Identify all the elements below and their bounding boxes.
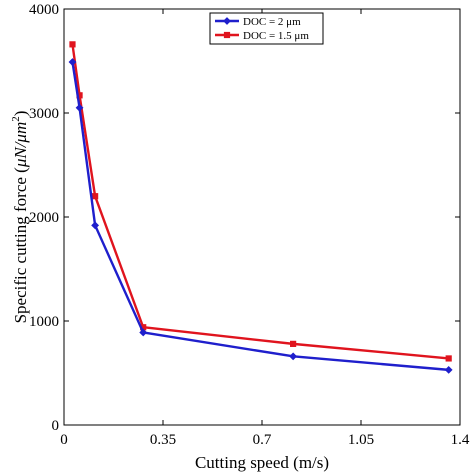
y-axis-label: Specific cutting force (μN/μm2) bbox=[10, 111, 30, 324]
x-tick-label: 0.7 bbox=[253, 432, 272, 448]
y-axis-label-main: Specific cutting force ( bbox=[11, 167, 30, 324]
series-1 bbox=[68, 58, 453, 374]
legend-entry: DOC = 2 μm bbox=[215, 16, 301, 28]
x-axis-label: Cutting speed (m/s) bbox=[195, 453, 329, 472]
y-tick-label: 3000 bbox=[29, 106, 59, 122]
y-axis-label-close: ) bbox=[11, 111, 30, 117]
data-point bbox=[289, 352, 298, 361]
x-tick-label: 0.35 bbox=[150, 432, 176, 448]
legend-label: DOC = 2 μm bbox=[243, 16, 301, 28]
legend-marker bbox=[223, 31, 231, 39]
data-point bbox=[69, 41, 76, 48]
data-point bbox=[139, 328, 148, 337]
x-tick-label: 1.4 bbox=[451, 432, 470, 448]
series-line bbox=[71, 61, 449, 372]
series-2 bbox=[69, 41, 452, 362]
data-point bbox=[290, 340, 297, 347]
x-tick-label: 0 bbox=[60, 432, 68, 448]
y-tick-label: 0 bbox=[52, 418, 60, 434]
legend-marker bbox=[223, 17, 231, 25]
y-tick-label: 1000 bbox=[29, 314, 59, 330]
data-point bbox=[68, 58, 77, 66]
data-point bbox=[91, 221, 100, 230]
y-axis-label-unit: μN/μm bbox=[11, 122, 30, 168]
legend-box bbox=[209, 12, 324, 45]
data-point bbox=[445, 355, 452, 362]
legend-label: DOC = 1.5 μm bbox=[243, 30, 309, 42]
y-tick-label: 4000 bbox=[29, 2, 59, 18]
plot-area-frame bbox=[63, 8, 461, 426]
data-point bbox=[92, 193, 99, 200]
data-point bbox=[75, 103, 84, 112]
y-axis-label-superscript: 2 bbox=[10, 116, 22, 122]
tick-label-group: 0 0.35 0.7 1.05 1.4 0 1000 2000 3000 4000 bbox=[29, 2, 470, 448]
x-tick-label: 1.05 bbox=[348, 432, 374, 448]
legend-entry: DOC = 1.5 μm bbox=[215, 30, 309, 42]
y-tick-label: 2000 bbox=[29, 210, 59, 226]
legend: DOC = 2 μm DOC = 1.5 μm bbox=[209, 12, 324, 45]
data-point bbox=[444, 365, 453, 374]
series-group bbox=[68, 41, 453, 374]
series-line bbox=[71, 44, 449, 360]
tick-group bbox=[63, 8, 461, 426]
